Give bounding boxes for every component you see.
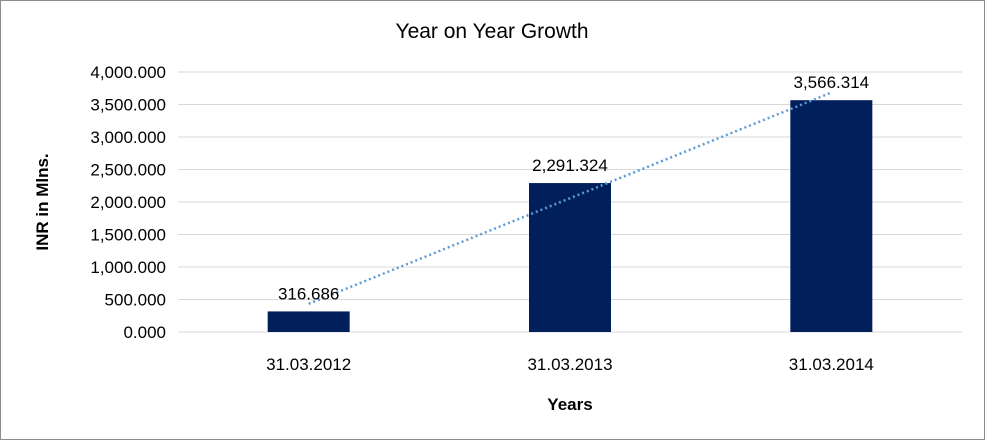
y-tick-label: 2,500.000 <box>90 161 166 180</box>
y-tick-label: 3,000.000 <box>90 128 166 147</box>
bar <box>790 100 873 332</box>
data-label: 316.686 <box>278 284 339 303</box>
bars <box>267 100 873 332</box>
data-labels: 316.686 2,291.324 3,566.314 <box>278 73 869 303</box>
bar <box>529 183 611 332</box>
x-tick-label: 31.03.2012 <box>266 355 351 374</box>
chart-title: Year on Year Growth <box>395 20 588 43</box>
y-tick-label: 0.000 <box>123 323 166 342</box>
trendline-group <box>308 91 832 305</box>
x-axis-ticks: 31.03.2012 31.03.2013 31.03.2014 <box>266 355 874 374</box>
x-tick-label: 31.03.2013 <box>527 355 612 374</box>
y-axis-ticks: 0.000 500.000 1,000.000 1,500.000 2,000.000 2… <box>90 63 166 342</box>
y-tick-label: 4,000.000 <box>90 63 166 82</box>
data-label: 2,291.324 <box>532 156 608 175</box>
trendline <box>308 91 832 305</box>
y-tick-label: 1,500.000 <box>90 226 166 245</box>
y-tick-label: 2,000.000 <box>90 193 166 212</box>
y-tick-label: 1,000.000 <box>90 258 166 277</box>
y-axis-title: INR in Mlns. <box>33 153 52 250</box>
x-tick-label: 31.03.2014 <box>789 355 874 374</box>
data-label: 3,566.314 <box>794 73 870 92</box>
x-axis-title: Years <box>547 395 592 414</box>
bar <box>267 311 350 332</box>
y-tick-label: 3,500.000 <box>90 96 166 115</box>
y-tick-label: 500.000 <box>105 291 166 310</box>
